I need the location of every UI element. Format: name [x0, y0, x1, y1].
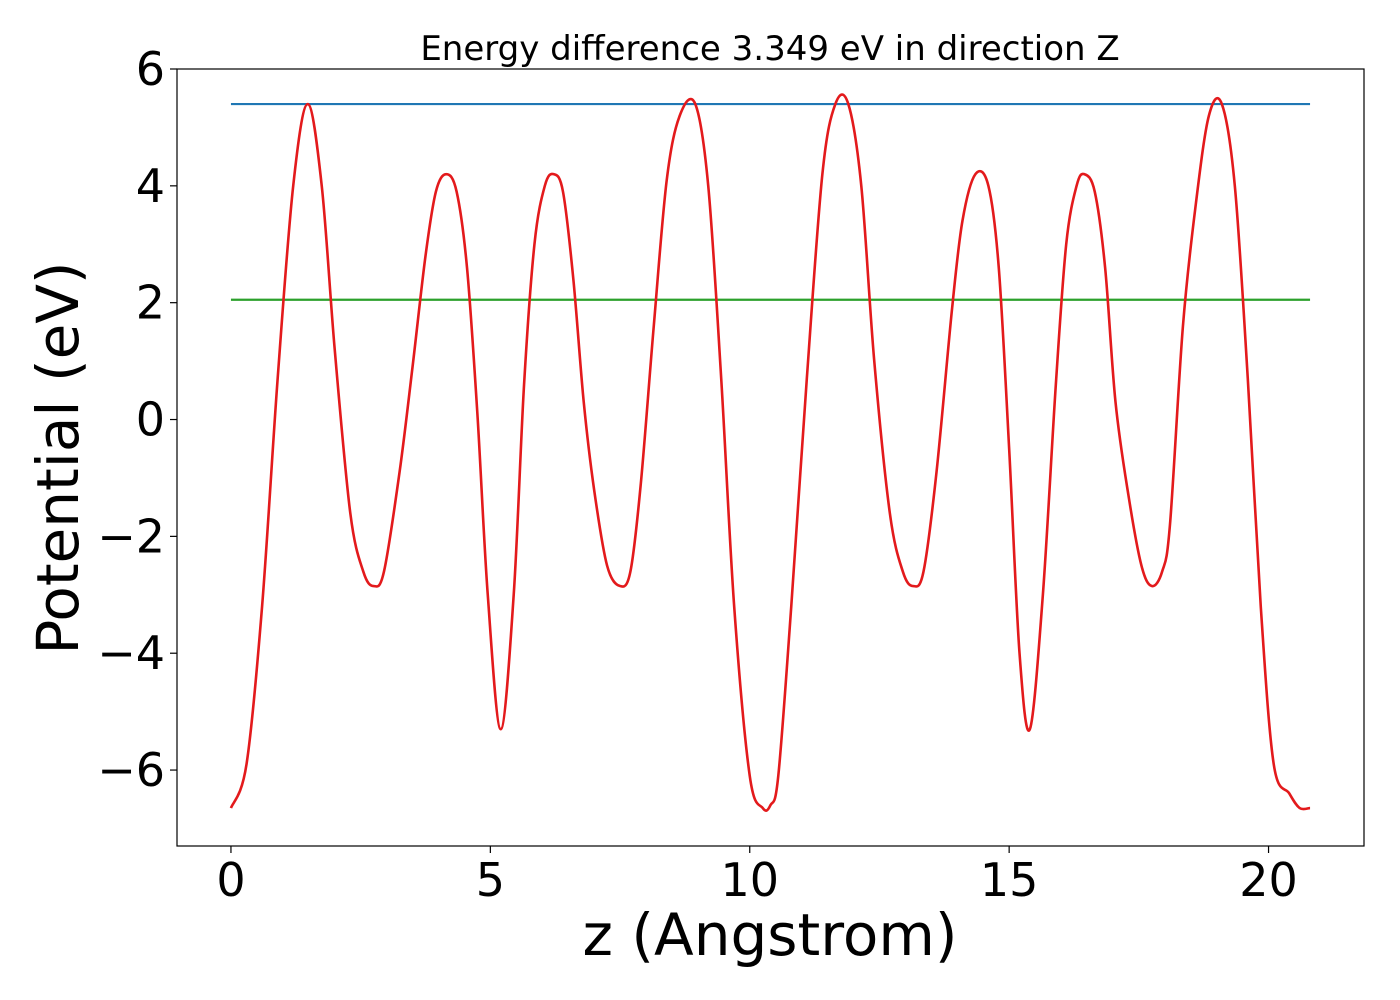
x-tick-label: 20 — [1239, 853, 1298, 907]
x-axis-label: z (Angstrom) — [583, 901, 958, 969]
y-tick-label: 0 — [136, 393, 165, 447]
y-tick-label: 2 — [136, 276, 165, 330]
x-tick-label: 5 — [476, 853, 505, 907]
y-tick-label: 6 — [136, 42, 165, 96]
x-tick-label: 15 — [980, 853, 1039, 907]
series-layer — [229, 93, 1311, 812]
chart-title: Energy difference 3.349 eV in direction … — [420, 29, 1119, 69]
axis-ticks: 0 5 10 15 20 −6 −4 −2 0 2 4 6 — [97, 42, 1298, 907]
y-tick-label: −6 — [97, 743, 165, 797]
y-tick-label: −2 — [97, 509, 165, 563]
x-tick-label: 10 — [720, 853, 779, 907]
plot-area-frame — [176, 68, 1365, 847]
x-tick-label: 0 — [216, 853, 245, 907]
potential-curve — [229, 93, 1311, 812]
y-tick-label: 4 — [136, 159, 165, 213]
y-tick-label: −4 — [97, 626, 165, 680]
y-axis-label: Potential (eV) — [24, 261, 92, 654]
